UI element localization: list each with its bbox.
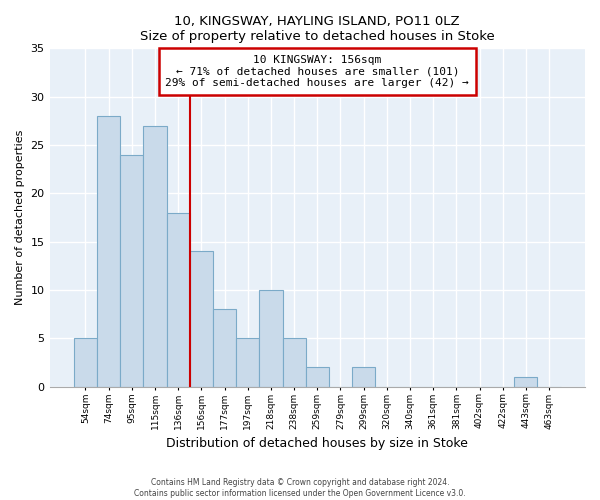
Bar <box>283 338 305 386</box>
Bar <box>167 212 190 386</box>
Bar <box>97 116 120 386</box>
Bar <box>143 126 167 386</box>
Bar <box>213 310 236 386</box>
Bar <box>190 252 213 386</box>
Bar <box>352 368 375 386</box>
Bar <box>74 338 97 386</box>
Text: 10 KINGSWAY: 156sqm
← 71% of detached houses are smaller (101)
29% of semi-detac: 10 KINGSWAY: 156sqm ← 71% of detached ho… <box>166 55 469 88</box>
Y-axis label: Number of detached properties: Number of detached properties <box>15 130 25 305</box>
Text: Contains HM Land Registry data © Crown copyright and database right 2024.
Contai: Contains HM Land Registry data © Crown c… <box>134 478 466 498</box>
Title: 10, KINGSWAY, HAYLING ISLAND, PO11 0LZ
Size of property relative to detached hou: 10, KINGSWAY, HAYLING ISLAND, PO11 0LZ S… <box>140 15 494 43</box>
Bar <box>120 154 143 386</box>
Bar <box>305 368 329 386</box>
X-axis label: Distribution of detached houses by size in Stoke: Distribution of detached houses by size … <box>166 437 468 450</box>
Bar <box>236 338 259 386</box>
Bar <box>259 290 283 386</box>
Bar <box>514 377 538 386</box>
